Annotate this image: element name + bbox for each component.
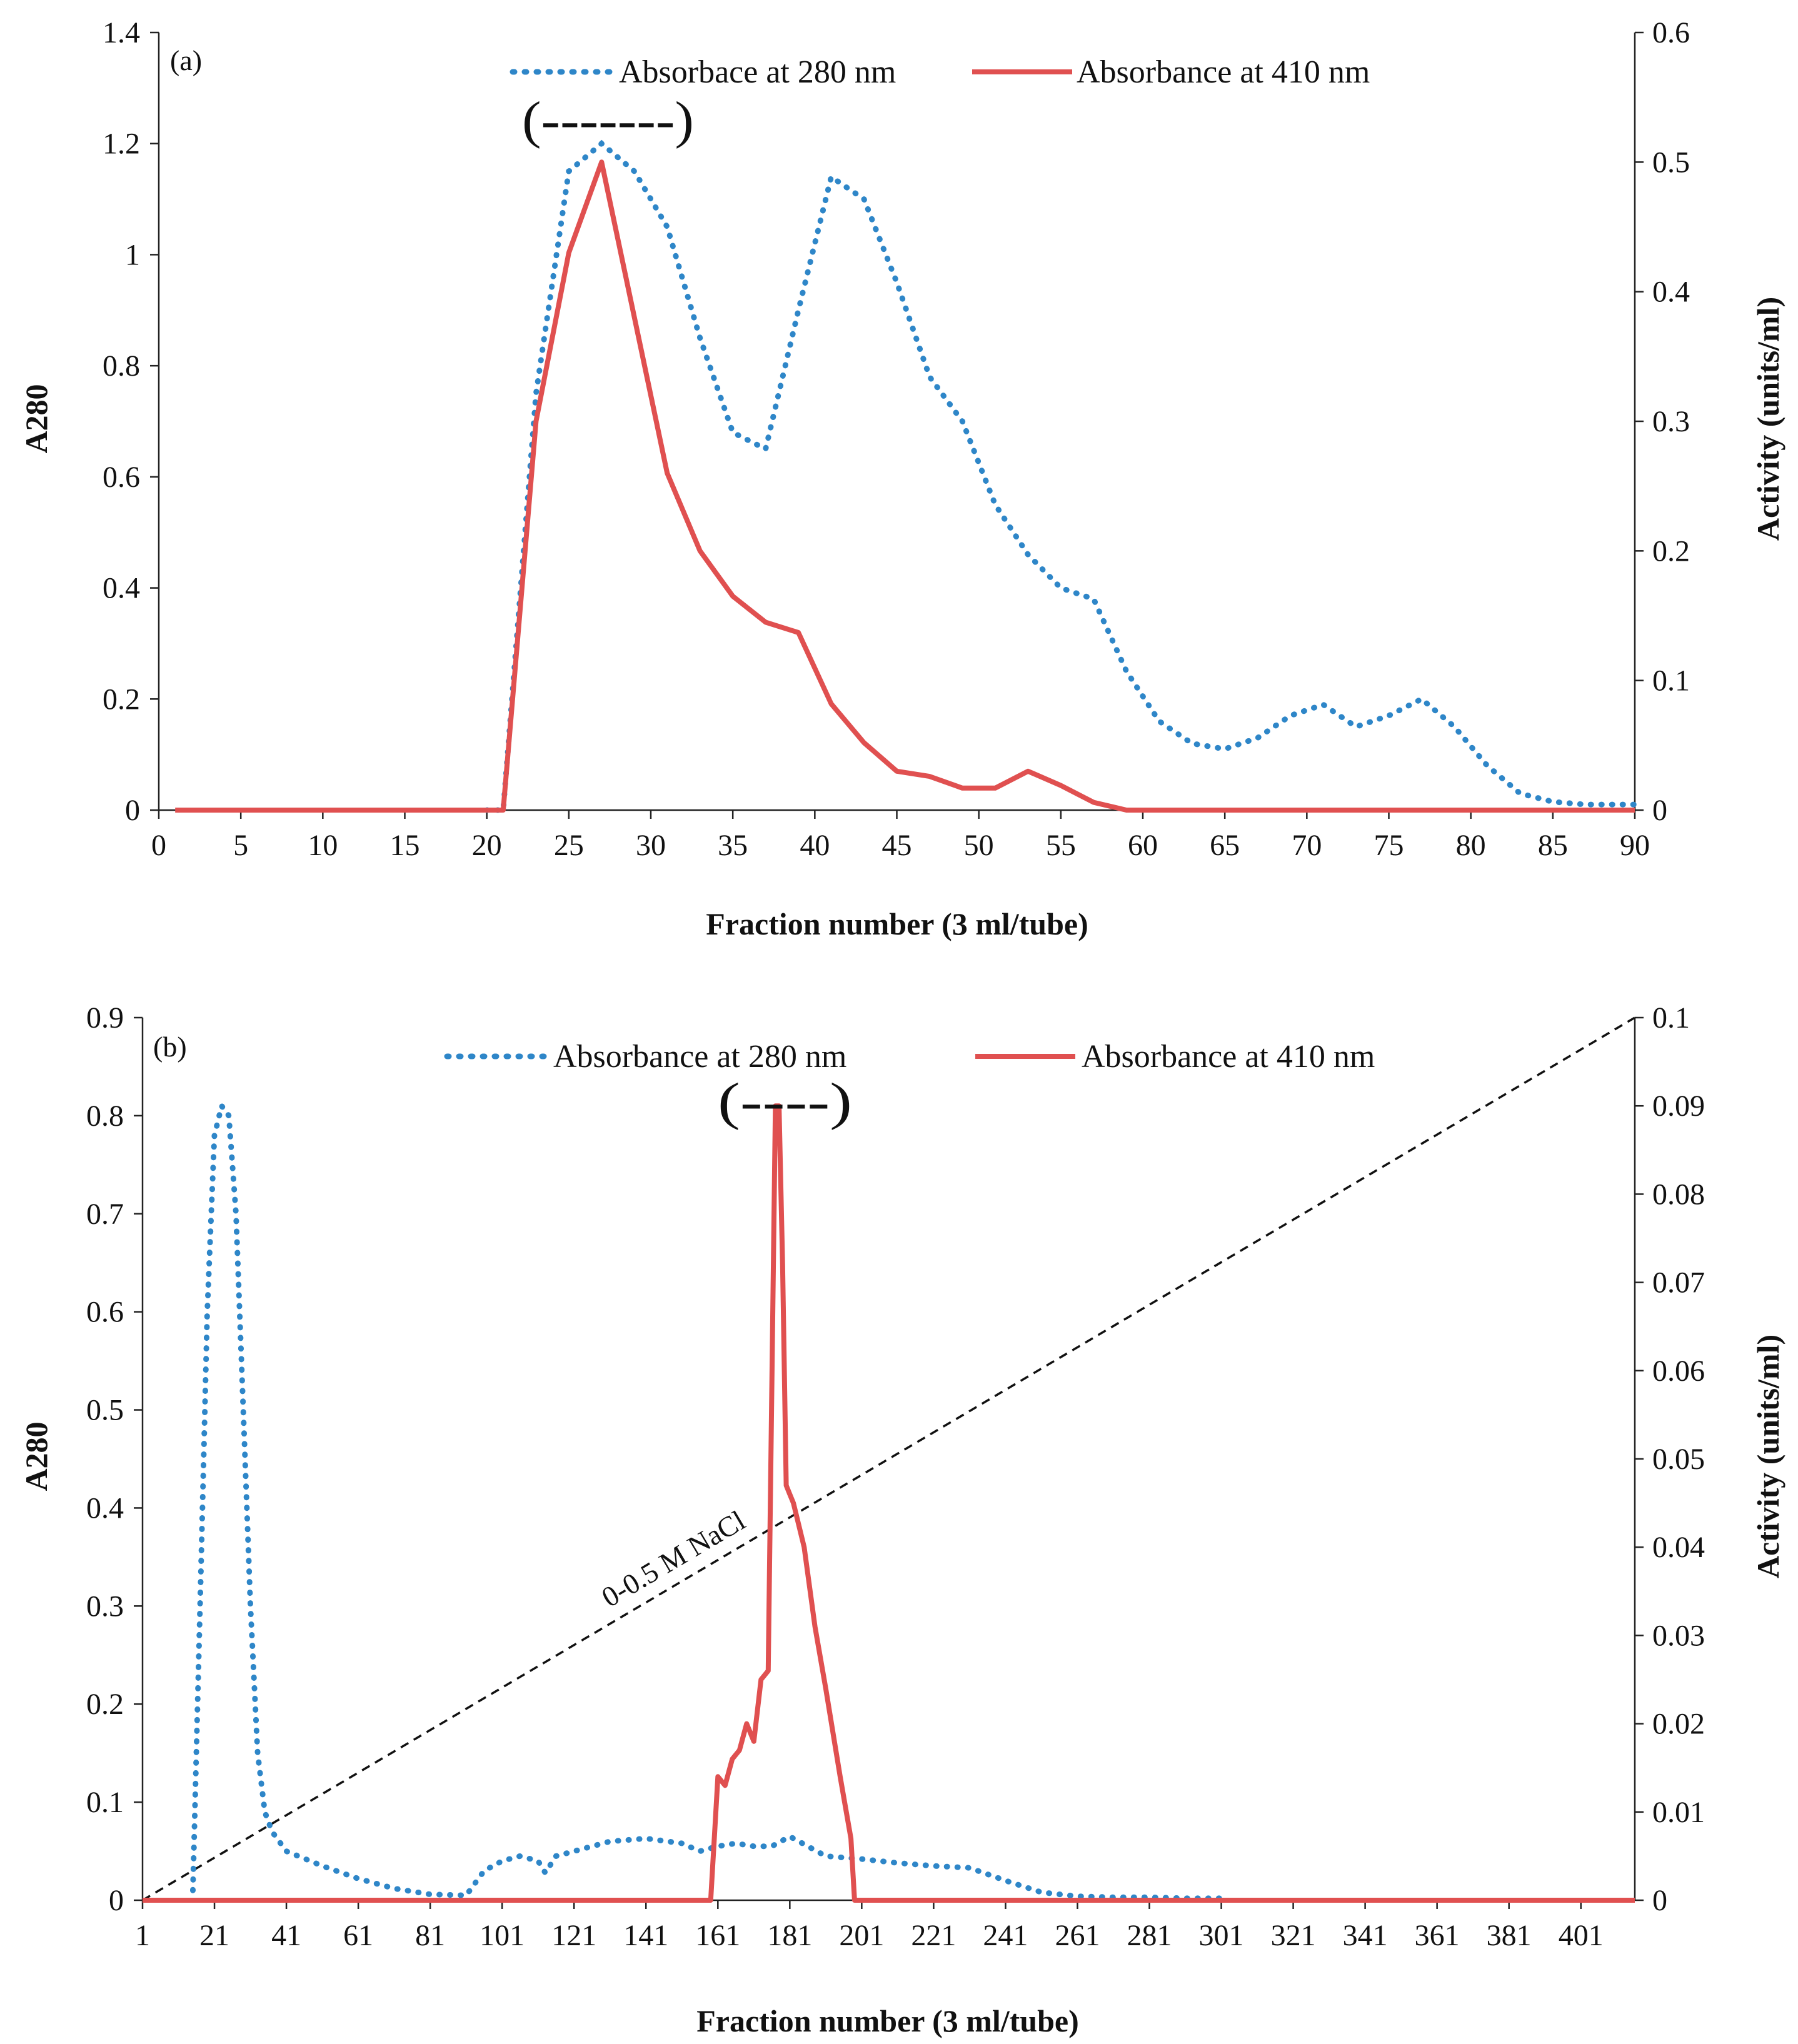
panel-b-y2-tick-label: 0.07 bbox=[1652, 1266, 1705, 1300]
panel-a-legend-280-label: Absorbace at 280 nm bbox=[619, 54, 896, 90]
panel-a-legend-410-label: Absorbance at 410 nm bbox=[1077, 54, 1370, 90]
panel-a-x-tick-label: 30 bbox=[636, 829, 666, 862]
panel-b-x-tick-label: 141 bbox=[623, 1919, 668, 1952]
panel-a: 0 5 10 15 20 25 30 35 40 45 50 55 60 65 70 75 80 85 9000.2… bbox=[19, 16, 1785, 941]
panel-b-x-tick-label: 261 bbox=[1055, 1919, 1100, 1952]
panel-b-y2-tick-label: 0.01 bbox=[1652, 1796, 1705, 1829]
panel-b-y2-tick-label: 0.02 bbox=[1652, 1708, 1705, 1741]
panel-b-pooled-fraction-bracket: (----) bbox=[718, 1073, 852, 1131]
panel-b-x-tick-label: 401 bbox=[1559, 1919, 1604, 1952]
panel-a-label: (a) bbox=[170, 44, 202, 76]
panel-a-x-tick-label: 5 bbox=[233, 829, 248, 862]
panel-a-x-tick-label: 20 bbox=[472, 829, 502, 862]
panel-a-x-tick-label: 25 bbox=[554, 829, 584, 862]
panel-a-y2-tick-label: 0.1 bbox=[1652, 664, 1690, 698]
panel-b-y-axis-title: A280 bbox=[19, 1421, 54, 1491]
panel-a-x-tick-label: 65 bbox=[1210, 829, 1240, 862]
panel-b-x-tick-label: 181 bbox=[767, 1919, 812, 1952]
panel-a-series-410nm-line bbox=[175, 159, 1635, 813]
panel-a-x-tick-label: 45 bbox=[882, 829, 912, 862]
panel-a-x-tick-label: 35 bbox=[718, 829, 748, 862]
panel-a-x-tick-label: 60 bbox=[1128, 829, 1158, 862]
panel-a-y-tick-label: 1.4 bbox=[103, 16, 140, 49]
panel-a-y2-tick-label: 0.6 bbox=[1652, 16, 1690, 49]
panel-b-y2-tick-label: 0.06 bbox=[1652, 1355, 1705, 1388]
panel-a-x-axis-title: Fraction number (3 ml/tube) bbox=[706, 906, 1088, 941]
panel-a-y-tick-label: 0.2 bbox=[103, 683, 140, 716]
panel-b-x-tick-label: 341 bbox=[1343, 1919, 1388, 1952]
panel-a-y2-tick-label: 0.5 bbox=[1652, 146, 1690, 179]
panel-b-x-tick-label: 381 bbox=[1487, 1919, 1532, 1952]
panel-b-y2-tick-label: 0.03 bbox=[1652, 1619, 1705, 1652]
panel-a-series-280nm-line bbox=[484, 139, 1638, 813]
panel-a-y2-tick-label: 0.4 bbox=[1652, 276, 1690, 309]
panel-a-y-tick-label: 0 bbox=[125, 794, 140, 827]
panel-b-y2-tick-label: 0.09 bbox=[1652, 1090, 1705, 1123]
panel-b-y2-tick-label: 0.1 bbox=[1652, 1001, 1690, 1035]
panel-b-x-tick-label: 21 bbox=[199, 1919, 229, 1952]
panel-a-x-tick-label: 0 bbox=[151, 829, 166, 862]
panel-a-x-tick-label: 40 bbox=[800, 829, 830, 862]
panel-b-y-tick-label: 0.7 bbox=[86, 1198, 124, 1231]
panel-a-x-tick-label: 10 bbox=[308, 829, 338, 862]
panel-a-x-tick-label: 90 bbox=[1620, 829, 1650, 862]
panel-b-x-tick-label: 361 bbox=[1415, 1919, 1460, 1952]
panel-b-y2-tick-label: 0.05 bbox=[1652, 1443, 1705, 1476]
panel-a-x-tick-label: 80 bbox=[1456, 829, 1486, 862]
panel-b-y-tick-label: 0.6 bbox=[86, 1296, 124, 1329]
panel-b-x-tick-label: 221 bbox=[911, 1919, 956, 1952]
panel-b-y2-tick-label: 0.08 bbox=[1652, 1178, 1705, 1211]
panel-b-x-tick-label: 121 bbox=[551, 1919, 596, 1952]
panel-a-y-axis-title: A280 bbox=[19, 384, 54, 453]
panel-a-pooled-fraction-bracket: (-------) bbox=[522, 91, 694, 149]
panel-a-y-tick-label: 1 bbox=[125, 238, 140, 271]
panel-b-series-280nm-line bbox=[190, 1099, 1224, 1901]
panel-b-y-tick-label: 0.1 bbox=[86, 1786, 124, 1819]
panel-b-x-tick-label: 301 bbox=[1199, 1919, 1244, 1952]
panel-b-legend-280-label: Absorbance at 280 nm bbox=[553, 1039, 846, 1075]
panel-b-x-tick-label: 101 bbox=[480, 1919, 525, 1952]
panel-b-y-tick-label: 0 bbox=[109, 1884, 124, 1917]
panel-b-y-tick-label: 0.4 bbox=[86, 1491, 124, 1525]
panel-b-label: (b) bbox=[153, 1031, 187, 1063]
panel-a-x-tick-label: 15 bbox=[390, 829, 420, 862]
panel-b-nacl-gradient-line bbox=[142, 1016, 1635, 1901]
panel-a-x-tick-label: 50 bbox=[964, 829, 994, 862]
panel-a-y2-axis-title: Activity (units/ml) bbox=[1750, 297, 1785, 541]
panel-b-x-axis-title: Fraction number (3 ml/tube) bbox=[696, 2003, 1079, 2038]
panel-a-y2-tick-label: 0.2 bbox=[1652, 534, 1690, 568]
panel-a-y-tick-label: 1.2 bbox=[103, 128, 140, 161]
panel-b-x-tick-label: 41 bbox=[271, 1919, 301, 1952]
panel-b-x-tick-label: 61 bbox=[343, 1919, 373, 1952]
panel-b-series-410nm-line bbox=[143, 1103, 1635, 1903]
panel-a-y2-tick-label: 0 bbox=[1652, 794, 1667, 827]
panel-b-x-tick-label: 1 bbox=[135, 1919, 150, 1952]
panel-b-y-tick-label: 0.3 bbox=[86, 1590, 124, 1623]
panel-a-x-tick-label: 75 bbox=[1374, 829, 1404, 862]
panel-a-x-tick-label: 85 bbox=[1538, 829, 1568, 862]
panel-b-x-tick-label: 201 bbox=[839, 1919, 884, 1952]
panel-b-y2-axis-title: Activity (units/ml) bbox=[1750, 1335, 1785, 1578]
panel-b-y-tick-label: 0.8 bbox=[86, 1100, 124, 1133]
panel-a-y-tick-label: 0.8 bbox=[103, 349, 140, 383]
panel-b-y-tick-label: 0.2 bbox=[86, 1688, 124, 1721]
panel-b-legend-410-label: Absorbance at 410 nm bbox=[1082, 1039, 1375, 1075]
panel-b-x-tick-label: 281 bbox=[1127, 1919, 1172, 1952]
panel-a-y2-tick-label: 0.3 bbox=[1652, 405, 1690, 438]
panel-b-y-tick-label: 0.5 bbox=[86, 1394, 124, 1427]
panel-b-x-tick-label: 321 bbox=[1271, 1919, 1316, 1952]
panel-b-x-tick-label: 241 bbox=[983, 1919, 1028, 1952]
panel-b-x-tick-label: 81 bbox=[415, 1919, 445, 1952]
panel-b-x-tick-label: 161 bbox=[695, 1919, 740, 1952]
panel-a-x-tick-label: 55 bbox=[1046, 829, 1076, 862]
panel-a-y-tick-label: 0.4 bbox=[103, 572, 140, 605]
panel-b-y-tick-label: 0.9 bbox=[86, 1001, 124, 1035]
panel-b-y2-tick-label: 0 bbox=[1652, 1884, 1667, 1917]
panel-a-y-tick-label: 0.6 bbox=[103, 461, 140, 494]
panel-b-y2-tick-label: 0.04 bbox=[1652, 1531, 1705, 1564]
panel-a-x-tick-label: 70 bbox=[1292, 829, 1322, 862]
